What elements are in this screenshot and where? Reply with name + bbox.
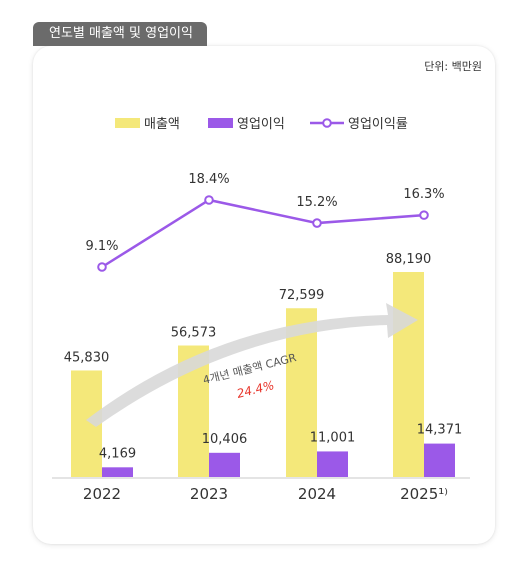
- bar-revenue-2025: [393, 272, 424, 477]
- bar-profit-2023: [209, 452, 240, 477]
- legend-swatch-profit: [208, 118, 233, 128]
- legend-label-profit: 영업이익: [237, 117, 285, 132]
- cagr-value: 24.4%: [235, 378, 275, 401]
- unit-label: 단위: 백만원: [424, 60, 482, 73]
- label-profit-2023: 10,406: [202, 432, 248, 447]
- x-tick-2025: 2025¹⁾: [400, 485, 448, 503]
- label-margin-2024: 15.2%: [296, 195, 337, 210]
- label-profit-2022: 4,169: [99, 446, 136, 461]
- margin-line: [101, 198, 425, 269]
- x-tick-2024: 2024: [298, 485, 336, 503]
- label-revenue-2022: 45,830: [64, 350, 110, 365]
- x-tick-2022: 2022: [83, 485, 121, 503]
- margin-point-2024: [312, 218, 322, 228]
- cagr-arrow-shape: [86, 303, 418, 427]
- margin-point-2023: [204, 195, 214, 205]
- margin-point-2022: [97, 262, 107, 272]
- x-tick-2023: 2023: [190, 485, 228, 503]
- label-revenue-2025: 88,190: [386, 252, 432, 267]
- legend: 매출액 영업이익 영업이익률: [115, 117, 408, 132]
- legend-label-margin: 영업이익률: [348, 117, 408, 132]
- label-profit-2025: 14,371: [417, 423, 463, 438]
- label-margin-2025: 16.3%: [403, 187, 444, 202]
- legend-swatch-revenue: [115, 118, 140, 128]
- margin-point-2025: [419, 210, 429, 220]
- legend-marker-margin: [322, 118, 332, 128]
- x-axis-ticks: 2022 2023 2024 2025¹⁾: [83, 485, 448, 503]
- chart-title: 연도별 매출액 및 영업이익: [33, 22, 207, 46]
- margin-line-layer: [97, 195, 429, 272]
- legend-label-revenue: 매출액: [144, 117, 180, 132]
- label-profit-2024: 11,001: [310, 430, 356, 445]
- bar-profit-2025: [424, 443, 455, 477]
- label-margin-2023: 18.4%: [188, 172, 229, 187]
- label-revenue-2023: 56,573: [171, 325, 217, 340]
- bar-profit-2022: [102, 467, 133, 477]
- label-revenue-2024: 72,599: [279, 288, 325, 303]
- label-margin-2022: 9.1%: [85, 239, 118, 254]
- bar-profit-2024: [317, 451, 348, 477]
- value-labels-layer: 45,830 4,169 56,573 10,406 72,599 11,001 88,19…: [64, 172, 463, 461]
